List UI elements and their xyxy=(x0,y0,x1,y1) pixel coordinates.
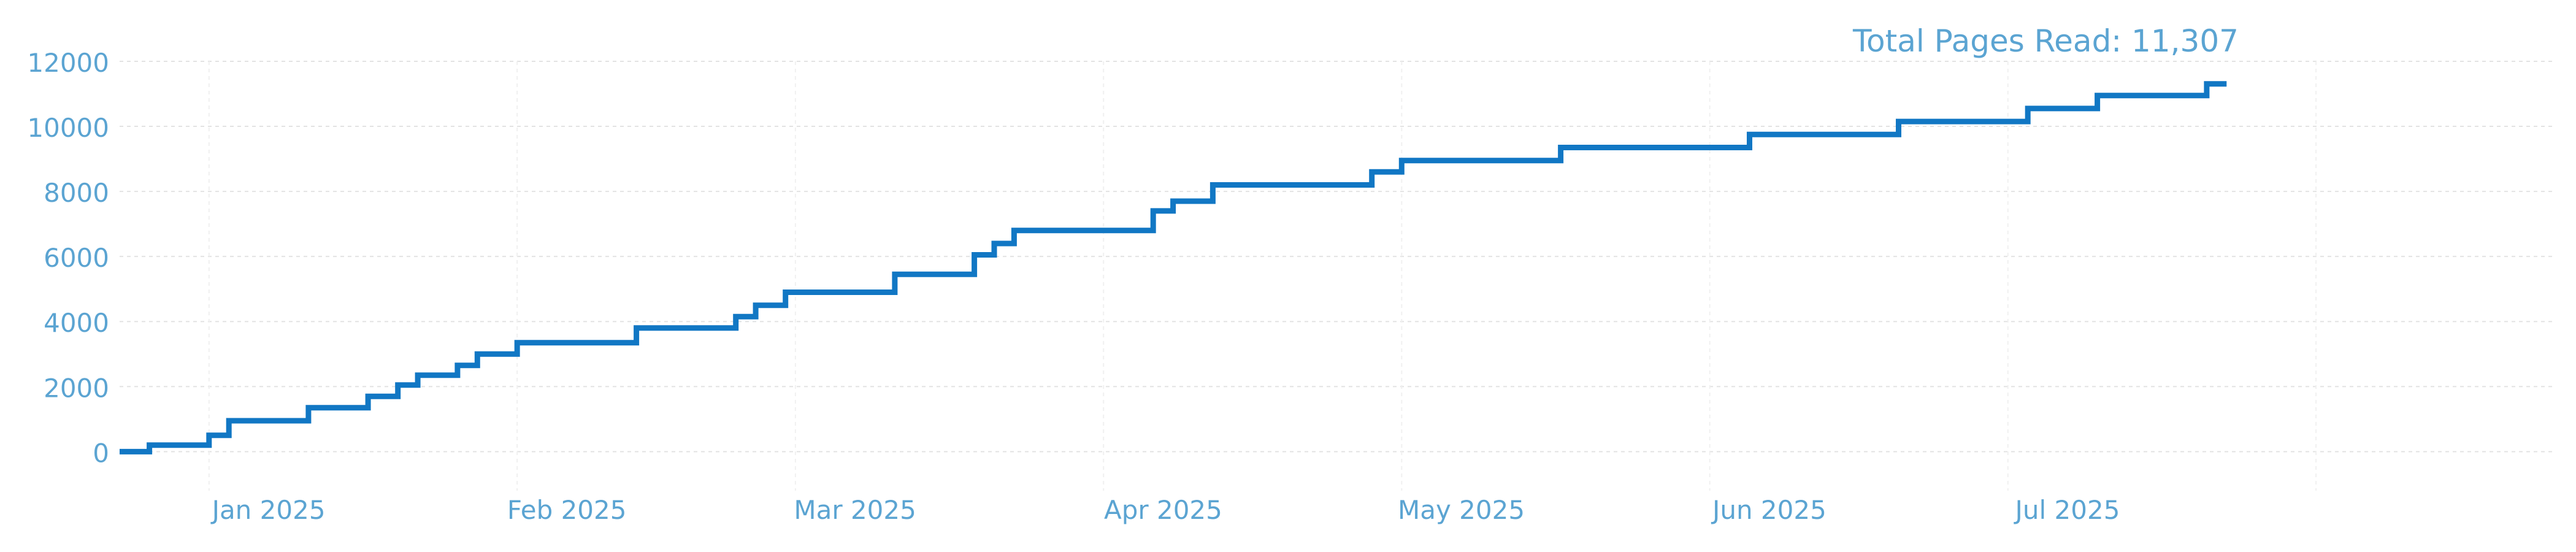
series-group xyxy=(120,81,2227,454)
x-tick-label: Jul 2025 xyxy=(2014,495,2120,525)
x-tick-label: Mar 2025 xyxy=(794,495,916,525)
y-axis: 0 2000 4000 6000 8000 10000 12000 xyxy=(27,48,109,468)
x-tick-label: Feb 2025 xyxy=(507,495,627,525)
x-tick-label: Jun 2025 xyxy=(1711,495,1827,525)
y-tick-label: 10000 xyxy=(27,113,109,143)
y-tick-label: 2000 xyxy=(44,373,109,403)
x-tick-label: Jan 2025 xyxy=(210,495,326,525)
y-tick-label: 0 xyxy=(93,438,109,468)
y-tick-label: 4000 xyxy=(44,308,109,338)
chart-title: Total Pages Read: 11,307 xyxy=(1852,23,2239,59)
x-axis: Jan 2025 Feb 2025 Mar 2025 Apr 2025 May 2025… xyxy=(210,495,2120,525)
x-tick-label: May 2025 xyxy=(1398,495,1525,525)
y-tick-label: 6000 xyxy=(44,243,109,273)
x-tick-label: Apr 2025 xyxy=(1104,495,1222,525)
series-line xyxy=(120,81,2227,454)
grid-lines xyxy=(120,61,2555,491)
y-tick-label: 8000 xyxy=(44,178,109,208)
y-tick-label: 12000 xyxy=(27,48,109,78)
